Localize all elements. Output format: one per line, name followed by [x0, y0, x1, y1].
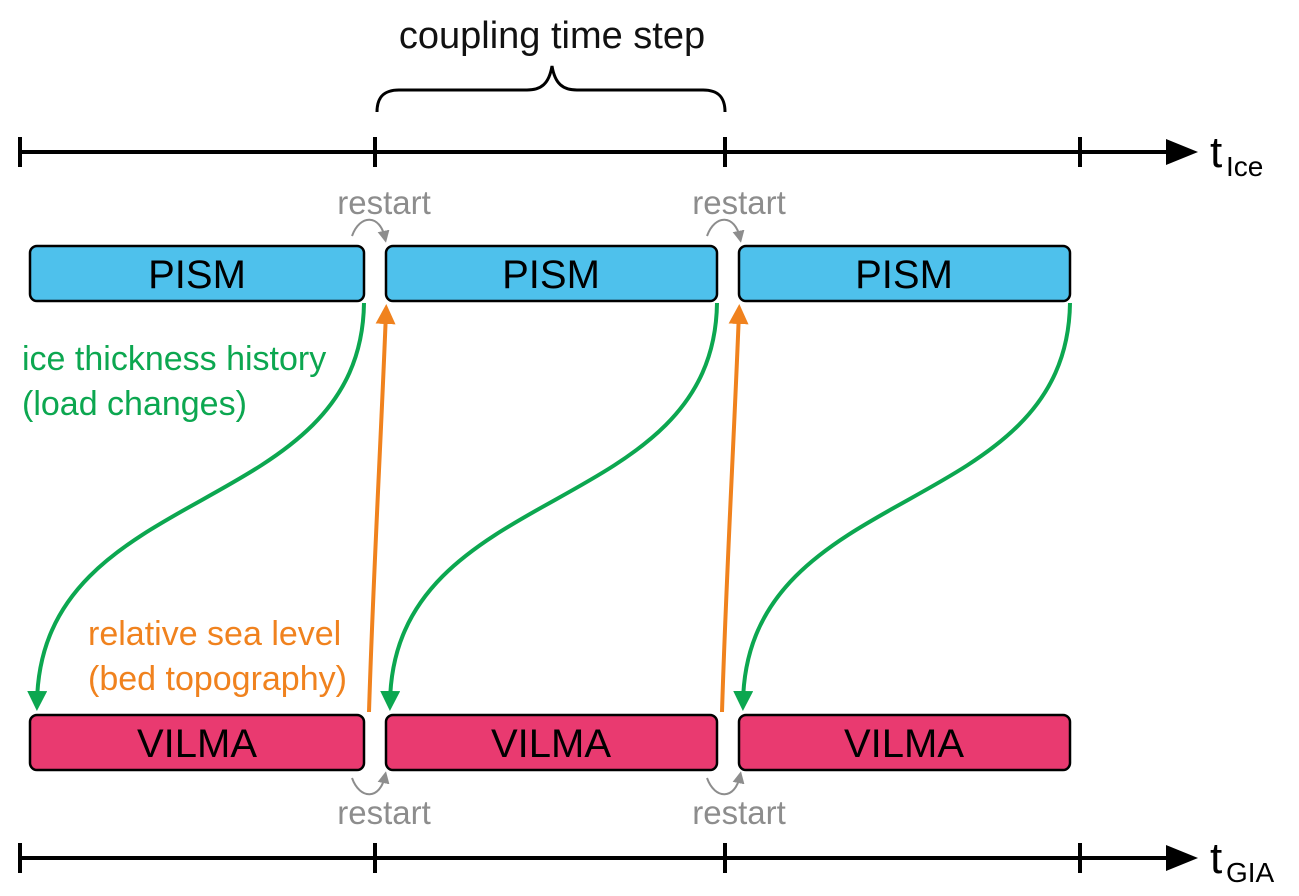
- vilma-box-1: [28, 713, 366, 772]
- restart-arrow-top-1: [351, 218, 390, 243]
- restart-arrow-top-2: [706, 218, 745, 243]
- vilma-label-1: VILMA: [137, 722, 257, 766]
- vilma-box-3: [737, 713, 1072, 772]
- bottom-timeline-arrowhead: [1166, 845, 1198, 871]
- sea-level-arrow-2: [720, 304, 749, 713]
- sea-level-label-line2: (bed topography): [88, 660, 347, 698]
- restart-arrow-bottom-2: [706, 771, 745, 796]
- pism-label-2: PISM: [502, 253, 600, 297]
- vilma-box-2: [384, 713, 719, 772]
- restart-label-top-1: restart: [337, 184, 431, 221]
- vilma-label-2: VILMA: [491, 722, 611, 766]
- bottom-timeline-ticks: [18, 843, 1082, 873]
- ice-thickness-arrow-3: [733, 302, 1072, 711]
- pism-box-1: [28, 244, 366, 303]
- ice-thickness-arrow-1: [27, 302, 366, 711]
- pism-label-1: PISM: [148, 253, 246, 297]
- sea-level-arrow-1: [367, 304, 396, 713]
- coupling-brace: [375, 65, 727, 113]
- pism-row: PISM PISM PISM: [28, 244, 1072, 303]
- restart-arrow-bottom-1: [351, 771, 390, 796]
- vilma-label-3: VILMA: [844, 722, 964, 766]
- top-timeline-arrowhead: [1166, 139, 1198, 165]
- top-axis-label-sub: Ice: [1226, 151, 1263, 182]
- ice-thickness-arrow-2: [380, 302, 719, 711]
- ice-thickness-label-line1: ice thickness history: [22, 340, 326, 378]
- brace-label: coupling time step: [399, 15, 705, 57]
- pism-box-2: [384, 244, 719, 303]
- bottom-axis-label: t: [1210, 834, 1222, 883]
- bottom-timeline: t GIA: [18, 834, 1275, 888]
- restart-label-bottom-1: restart: [337, 794, 431, 831]
- pism-box-3: [737, 244, 1072, 303]
- top-timeline: t Ice: [18, 128, 1263, 182]
- vilma-row: VILMA VILMA VILMA: [28, 713, 1072, 772]
- top-axis-label: t: [1210, 128, 1222, 177]
- pism-label-3: PISM: [855, 253, 953, 297]
- restart-label-top-2: restart: [692, 184, 786, 221]
- top-timeline-ticks: [18, 137, 1082, 167]
- sea-level-label-line1: relative sea level: [88, 615, 341, 653]
- ice-thickness-label-line2: (load changes): [22, 385, 247, 423]
- restart-label-bottom-2: restart: [692, 794, 786, 831]
- bottom-axis-label-sub: GIA: [1226, 857, 1275, 888]
